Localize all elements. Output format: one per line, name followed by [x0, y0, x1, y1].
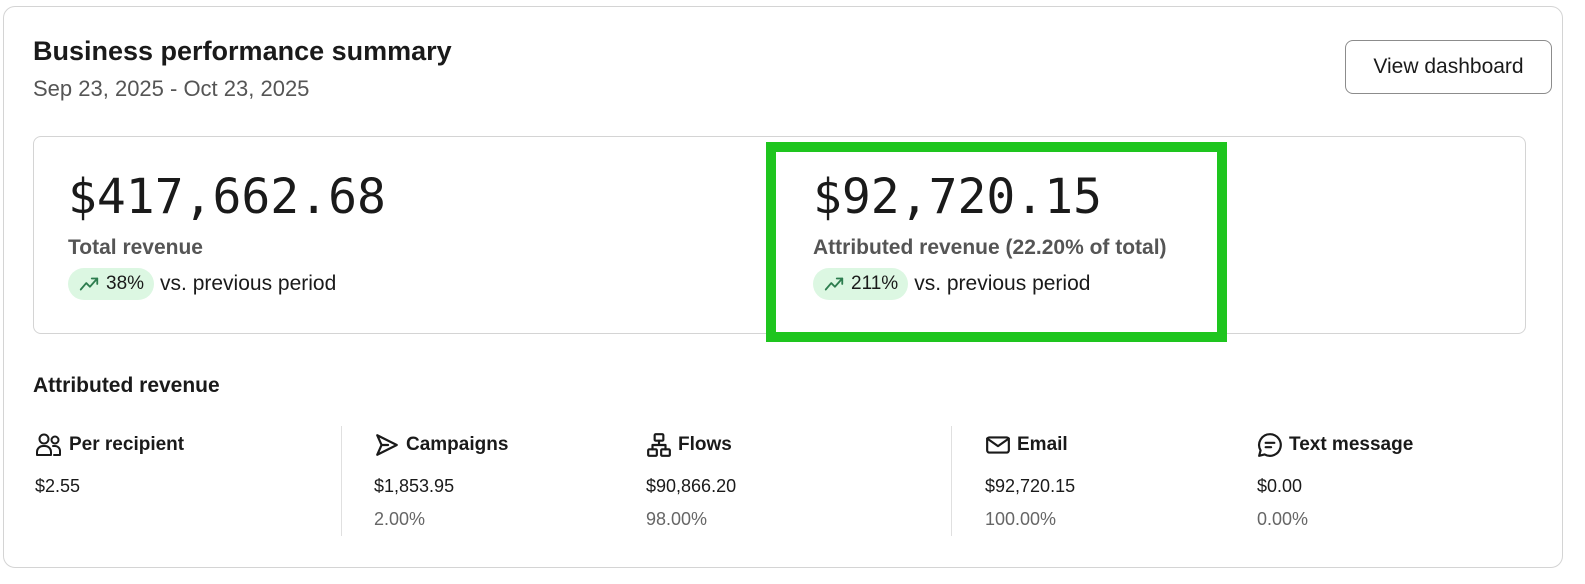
- total-revenue-value: $417,662.68: [68, 169, 386, 225]
- stat-text-message: Text message $0.00 0.00%: [1257, 432, 1413, 530]
- attributed-revenue-section-title: Attributed revenue: [33, 374, 220, 397]
- comparison-text: vs. previous period: [914, 272, 1091, 295]
- total-revenue-label: Total revenue: [68, 236, 203, 259]
- stat-label: Email: [1017, 434, 1068, 455]
- business-performance-card: [3, 6, 1563, 568]
- text-message-icon: [1258, 433, 1282, 457]
- stat-label: Flows: [678, 434, 732, 455]
- stat-percent: 98.00%: [646, 509, 708, 529]
- stat-value: $92,720.15: [985, 476, 1076, 496]
- stat-flows: Flows $90,866.20 98.00%: [646, 432, 736, 530]
- stat-campaigns: Campaigns $1,853.95 2.00%: [374, 432, 508, 530]
- total-revenue-change: 38% vs. previous period: [68, 268, 336, 300]
- stat-label: Per recipient: [69, 434, 185, 455]
- flow-icon: [647, 433, 671, 457]
- trend-up-icon: [824, 277, 844, 291]
- view-dashboard-button[interactable]: View dashboard: [1345, 40, 1552, 94]
- stat-label: Campaigns: [406, 434, 509, 455]
- stat-email: Email $92,720.15 100.00%: [985, 432, 1075, 530]
- stat-percent: 0.00%: [1257, 509, 1309, 529]
- divider: [951, 426, 952, 536]
- stat-value: $1,853.95: [374, 476, 455, 496]
- stat-per-recipient: Per recipient $2.55: [35, 432, 184, 497]
- page-title: Business performance summary: [33, 36, 452, 66]
- revenue-metrics-panel: $417,662.68 Total revenue 38% vs. previo…: [33, 136, 1526, 334]
- send-icon: [376, 434, 398, 456]
- change-badge: 211%: [813, 268, 909, 300]
- stat-value: $90,866.20: [646, 476, 737, 496]
- divider: [341, 426, 342, 536]
- attributed-revenue-value: $92,720.15: [813, 169, 1102, 225]
- change-badge: 38%: [68, 268, 155, 300]
- people-icon: [36, 433, 61, 456]
- stat-value: $2.55: [35, 476, 81, 496]
- stat-percent: 100.00%: [985, 509, 1057, 529]
- change-percent: 38%: [106, 273, 145, 294]
- stat-value: $0.00: [1257, 476, 1303, 496]
- change-percent: 211%: [851, 273, 899, 294]
- date-range: Sep 23, 2025 - Oct 23, 2025: [33, 76, 310, 101]
- trend-up-icon: [79, 277, 99, 291]
- stat-label: Text message: [1289, 434, 1414, 455]
- email-icon: [986, 436, 1010, 454]
- attributed-revenue-label: Attributed revenue (22.20% of total): [813, 236, 1167, 259]
- attributed-revenue-change: 211% vs. previous period: [813, 268, 1090, 300]
- stat-percent: 2.00%: [374, 509, 426, 529]
- comparison-text: vs. previous period: [160, 272, 337, 295]
